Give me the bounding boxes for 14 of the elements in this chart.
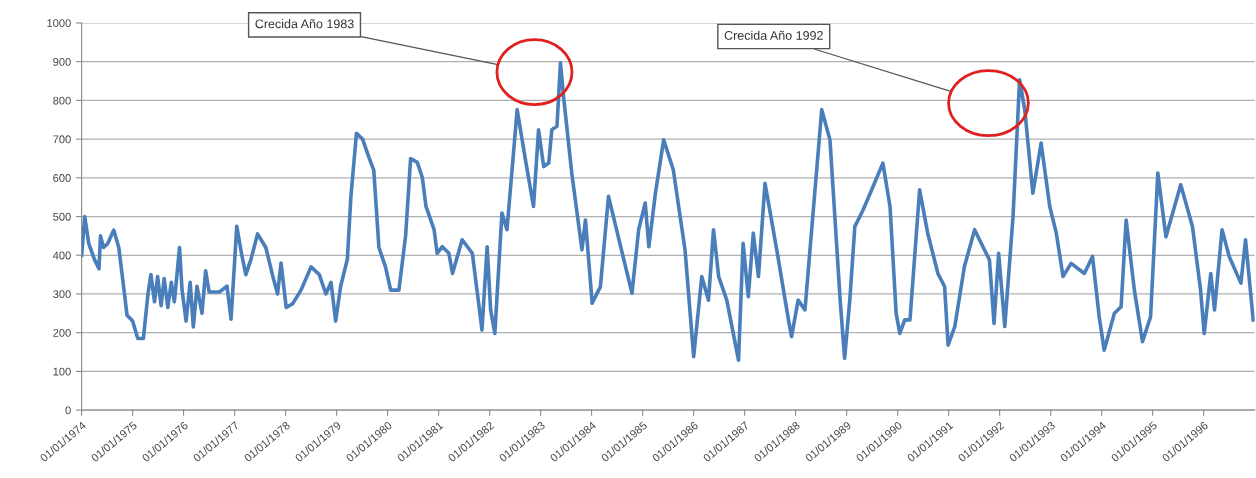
y-tick-label: 800 (53, 96, 71, 105)
y-tick-label: 200 (53, 328, 71, 337)
line-series (81, 61, 1255, 362)
y-tick-label: 600 (53, 174, 71, 182)
y-tick-label: 500 (53, 212, 71, 221)
annotation: Crecida Año 1992 (724, 30, 823, 40)
annotation: Crecida Año 1983 (255, 19, 354, 29)
y-tick-label: 900 (53, 57, 71, 66)
y-tick-label: 400 (52, 251, 71, 260)
y-tick-label: 1000 (47, 19, 71, 28)
y-tick-label: 100 (53, 367, 71, 376)
y-tick-label: 700 (53, 135, 71, 144)
y-tick-label: 300 (53, 290, 71, 299)
y-tick-label: 0 (65, 406, 71, 415)
